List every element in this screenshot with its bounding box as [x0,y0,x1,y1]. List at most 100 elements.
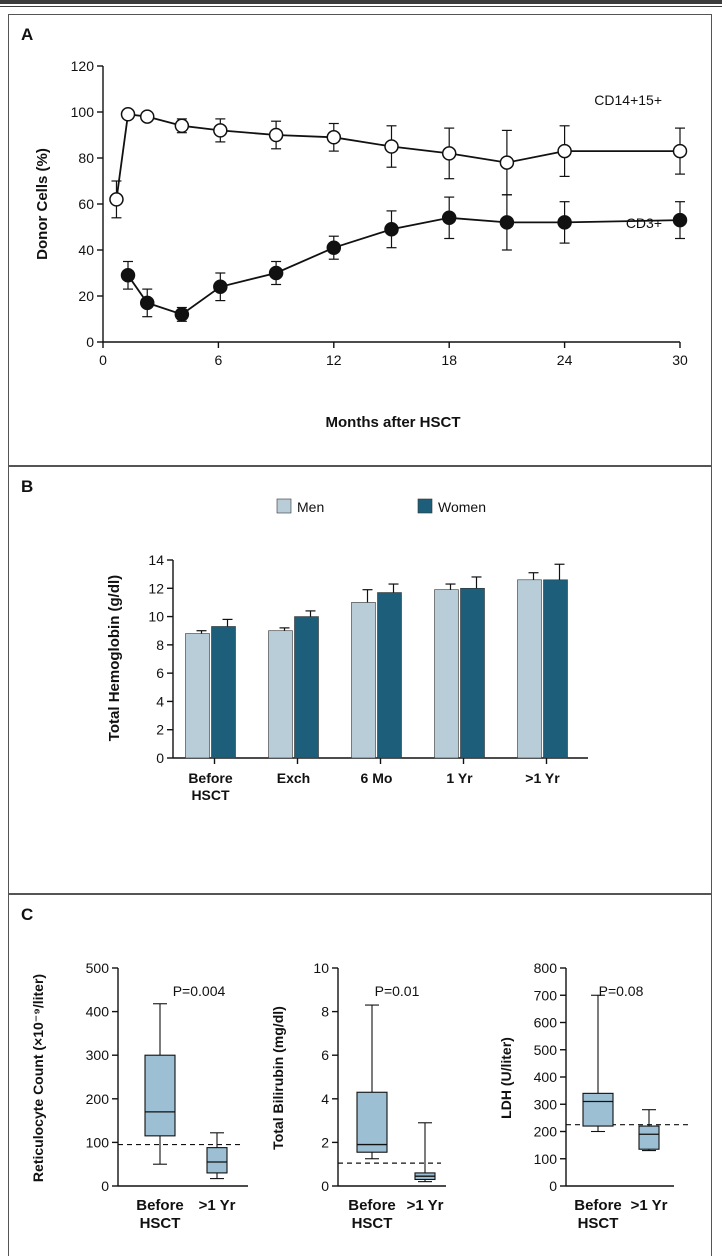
cd3-data-point [384,222,399,237]
cd14-15-data-point [672,143,688,159]
panel-a: A [8,14,712,466]
cd3-data-point [557,215,572,230]
panel-c-ldh-y-tick-label: 0 [549,1178,557,1194]
panel-a-x-tick-label: 12 [326,352,342,368]
panel-c-reticulocyte-y-axis-title: Reticulocyte Count (×10⁻⁹/liter) [30,974,46,1182]
panel-c-ldh-y-tick-label: 700 [534,987,558,1003]
panel-b-y-tick-label: 12 [148,580,164,596]
cd3-data-point [326,240,342,255]
panel-a-x-tick-label: 18 [441,352,457,368]
panel-c-reticulocyte-y-tick-label: 200 [86,1091,110,1107]
cd3-series-label: CD3+ [626,215,662,231]
cd3-data-point [268,265,284,281]
cd14-15-series-line [115,113,680,200]
panel-c-bilirubin-y-tick-label: 0 [321,1178,329,1194]
panel-c-bilirubin-y-tick-label: 10 [313,960,329,976]
panel-c-ldh-box [582,1092,614,1127]
cd14-15-data-point [268,127,284,143]
panel-c-ldh-category-label: HSCT [578,1215,619,1232]
cd14-15-data-point [557,143,572,159]
cd3-data-point [672,212,688,228]
cd3-data-point [139,295,155,311]
panel-b-y-tick-label: 10 [148,609,164,625]
cd3-series-line [127,216,681,316]
men-bar [517,579,542,759]
panel-c-reticulocyte-y-tick-label: 400 [86,1004,110,1020]
top-rule-thin [0,6,722,7]
panel-c-ldh-y-tick-label: 200 [534,1124,558,1140]
men-bar [185,633,210,759]
cd14-15-series-label: CD14+15+ [594,92,662,108]
panel-c-ldh-y-axis-title: LDH (U/liter) [498,1037,514,1119]
panel-c-ldh-category-label: Before [574,1197,622,1214]
panel-c: C [8,894,712,1256]
panel-c-ldh-y-tick-label: 100 [534,1151,558,1167]
cd3-data-point [441,210,457,226]
panel-c-bilirubin-p-value: P=0.01 [375,983,420,999]
panel-a-x-tick-label: 6 [215,352,223,368]
cd14-15-data-point [499,155,515,170]
cd3-data-point [120,268,136,283]
panel-c-reticulocyte-y-tick-label: 0 [101,1178,109,1194]
panel-c-reticulocyte-category-label: >1 Yr [199,1197,236,1214]
panel-c-bilirubin-category-label: HSCT [352,1215,393,1232]
panel-c-reticulocyte-box [206,1147,228,1174]
panel-a-x-tick-label: 0 [99,352,107,368]
panel-a-y-tick-label: 0 [86,334,94,350]
cd14-15-data-point [326,130,342,145]
panel-c-bilirubin-category-label: Before [348,1197,396,1214]
panel-b-category-label: Before [188,770,233,786]
panel-b-y-tick-label: 14 [148,552,164,568]
panel-c-bilirubin-y-tick-label: 6 [321,1047,329,1063]
panel-a-y-axis-title: Donor Cells (%) [34,148,51,260]
women-legend-label: Women [438,499,486,515]
panel-c-ldh-category-label: >1 Yr [631,1197,668,1214]
panel-b-y-tick-label: 6 [156,665,164,681]
women-bar [377,592,402,759]
cd3-data-point [174,307,190,322]
panel-c-ldh-y-tick-label: 800 [534,960,558,976]
cd14-15-data-point [213,123,228,138]
panel-b-y-tick-label: 4 [156,693,164,709]
panel-b-label: B [21,477,34,496]
men-bar [434,589,459,759]
panel-b-category-label: Exch [277,770,310,786]
panel-a-y-tick-label: 60 [78,196,94,212]
panel-c-label: C [21,905,34,924]
women-bar [211,626,236,759]
panel-c-ldh-y-tick-label: 600 [534,1015,558,1031]
panel-c-reticulocyte-y-tick-label: 300 [86,1047,110,1063]
panel-b-y-axis-title: Total Hemoglobin (g/dl) [106,575,123,741]
women-bar [543,579,568,759]
panel-a-y-tick-label: 120 [71,58,95,74]
panel-c-bilirubin-y-tick-label: 2 [321,1134,329,1150]
cd14-15-data-point [139,109,155,124]
cd14-15-data-point [441,146,457,161]
panel-c-reticulocyte-box [144,1054,176,1137]
cd14-15-data-point [384,139,399,154]
panel-a-x-axis-title: Months after HSCT [326,414,461,431]
men-bar [351,602,376,759]
panel-a-y-tick-label: 40 [78,242,94,258]
panel-c-ldh-y-tick-label: 300 [534,1096,558,1112]
panel-b-category-label: >1 Yr [525,770,560,786]
panel-c-reticulocyte-y-tick-label: 500 [86,960,110,976]
panel-b: B [8,466,712,894]
panel-a-label: A [21,25,34,44]
panel-b-y-tick-label: 0 [156,750,164,766]
women-bar [460,587,485,759]
cd14-15-data-point [174,118,190,134]
panel-c-bilirubin-box [356,1091,388,1153]
panel-b-category-label: 1 Yr [446,770,473,786]
cd3-data-point [213,279,228,295]
panel-c-ldh-box [638,1125,660,1150]
panel-a-x-tick-label: 24 [557,352,573,368]
men-legend-label: Men [297,499,324,515]
men-legend-swatch [276,498,292,514]
men-bar [268,630,293,759]
panel-c-ldh-y-tick-label: 400 [534,1069,558,1085]
panel-a-y-tick-label: 100 [71,104,95,120]
panel-c-ldh-y-tick-label: 500 [534,1042,558,1058]
panel-a-y-tick-label: 20 [78,288,94,304]
cd14-15-data-point [120,107,136,122]
